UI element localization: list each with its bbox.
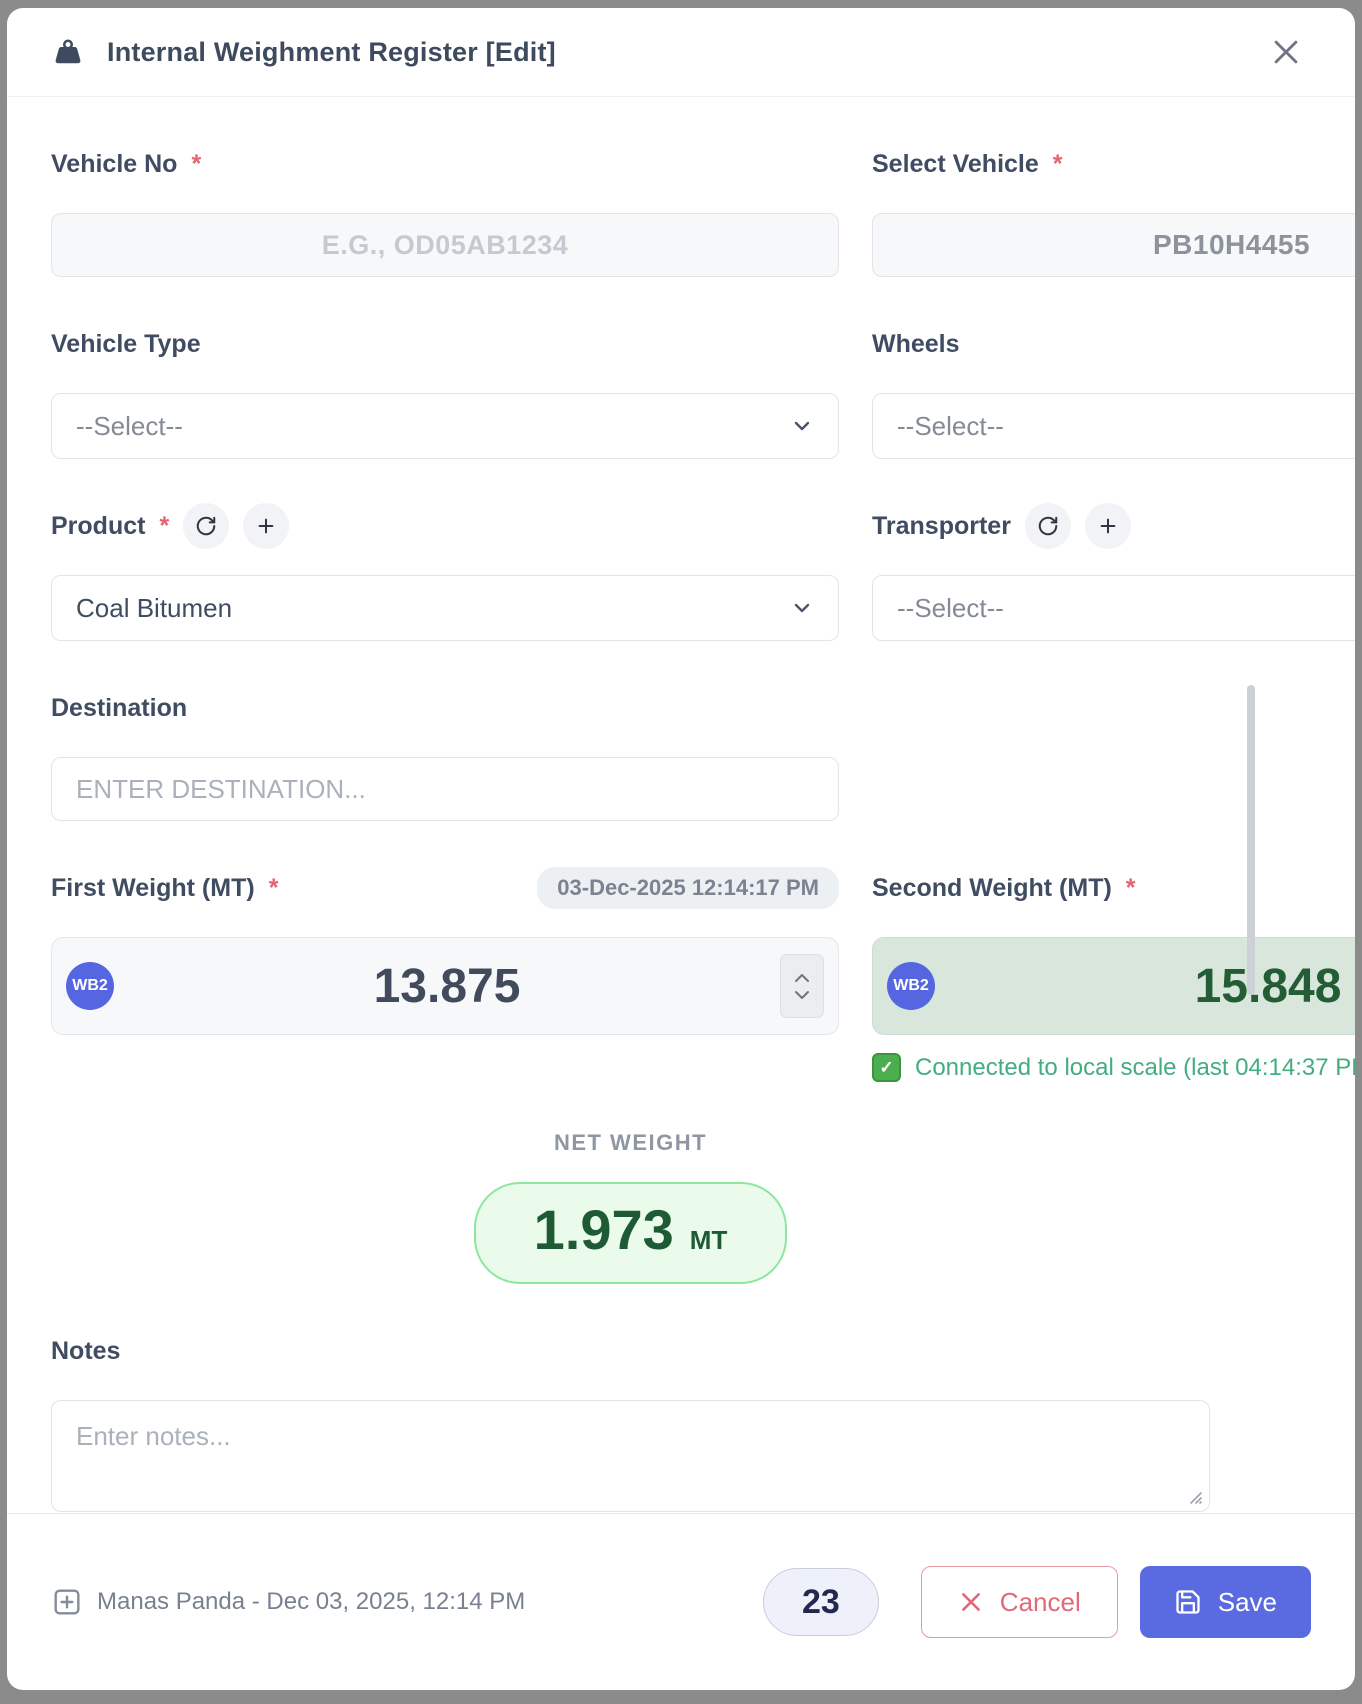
field-vehicle-no: Vehicle No * xyxy=(51,141,839,277)
notes-label: Notes xyxy=(51,1336,121,1365)
spacer xyxy=(872,685,1355,821)
second-weight-input[interactable] xyxy=(945,957,1355,1015)
field-select-vehicle: Select Vehicle * xyxy=(872,141,1355,277)
field-destination: Destination xyxy=(51,685,839,821)
chevron-down-icon xyxy=(790,414,814,438)
product-refresh-button[interactable] xyxy=(183,503,230,549)
vehicle-type-label: Vehicle Type xyxy=(51,329,201,358)
net-weight-section: NET WEIGHT 1.973 MT xyxy=(51,1130,1210,1284)
field-second-weight: Second Weight (MT) * WB2 ✓ Connected to … xyxy=(872,865,1355,1082)
transporter-refresh-button[interactable] xyxy=(1024,503,1071,549)
product-value: Coal Bitumen xyxy=(76,592,233,623)
select-vehicle-label: Select Vehicle xyxy=(872,149,1039,178)
vehicle-no-label: Vehicle No xyxy=(51,149,178,178)
save-button[interactable]: Save xyxy=(1139,1566,1311,1638)
close-icon xyxy=(1269,35,1303,69)
required-marker: * xyxy=(159,511,170,540)
transporter-add-button[interactable] xyxy=(1084,503,1131,549)
field-vehicle-type: Vehicle Type --Select-- xyxy=(51,321,839,459)
modal-footer: Manas Panda - Dec 03, 2025, 12:14 PM 23 … xyxy=(7,1513,1355,1690)
second-weight-field: WB2 xyxy=(872,937,1355,1035)
refresh-icon xyxy=(195,515,217,537)
scale-connection-status: ✓ Connected to local scale (last 04:14:3… xyxy=(872,1053,1355,1082)
wheels-select[interactable]: --Select-- xyxy=(872,393,1355,459)
net-weight-label: NET WEIGHT xyxy=(553,1130,708,1155)
plus-icon xyxy=(1097,515,1119,537)
required-marker: * xyxy=(1125,873,1136,902)
audit-info: Manas Panda - Dec 03, 2025, 12:14 PM xyxy=(51,1586,525,1618)
required-marker: * xyxy=(191,149,202,178)
vehicle-type-select[interactable]: --Select-- xyxy=(51,393,839,459)
notes-textarea[interactable] xyxy=(51,1400,1210,1512)
cancel-label: Cancel xyxy=(999,1586,1081,1617)
stepper-up-icon xyxy=(795,973,809,982)
first-weight-stepper[interactable] xyxy=(780,954,824,1018)
modal-body: Vehicle No * Select Vehicle * xyxy=(7,97,1355,1513)
scale-status-text: Connected to local scale (last 04:14:37 … xyxy=(915,1053,1355,1081)
field-notes: Notes xyxy=(51,1328,1210,1512)
weight-icon xyxy=(53,37,83,67)
field-wheels: Wheels --Select-- xyxy=(872,321,1355,459)
cancel-x-icon xyxy=(958,1589,984,1615)
wheels-value: --Select-- xyxy=(897,410,1004,441)
first-weight-label: First Weight (MT) xyxy=(51,873,255,902)
transporter-value: --Select-- xyxy=(897,592,1004,623)
net-weight-pill: 1.973 MT xyxy=(473,1182,788,1284)
refresh-icon xyxy=(1037,515,1059,537)
net-weight-unit: MT xyxy=(689,1225,728,1255)
cancel-button[interactable]: Cancel xyxy=(920,1566,1118,1638)
modal-header: Internal Weighment Register [Edit] xyxy=(7,8,1355,97)
save-label: Save xyxy=(1217,1586,1277,1617)
transporter-label: Transporter xyxy=(872,511,1011,540)
net-weight-value: 1.973 xyxy=(533,1198,674,1261)
second-weight-label: Second Weight (MT) xyxy=(872,873,1112,902)
field-product: Product * Coal Bitumen xyxy=(51,503,839,641)
product-select[interactable]: Coal Bitumen xyxy=(51,575,839,641)
first-weight-input[interactable] xyxy=(124,957,770,1015)
record-count-badge: 23 xyxy=(762,1568,879,1636)
plus-square-icon xyxy=(51,1586,83,1618)
check-icon: ✓ xyxy=(872,1053,901,1082)
vehicle-type-value: --Select-- xyxy=(76,410,183,441)
first-weight-timestamp: 03-Dec-2025 12:14:17 PM xyxy=(537,867,839,909)
required-marker: * xyxy=(268,873,279,902)
audit-text: Manas Panda - Dec 03, 2025, 12:14 PM xyxy=(97,1588,526,1615)
product-add-button[interactable] xyxy=(243,503,290,549)
required-marker: * xyxy=(1052,149,1063,178)
first-weight-field: WB2 xyxy=(51,937,839,1035)
stepper-down-icon xyxy=(795,990,809,999)
save-floppy-icon xyxy=(1174,1588,1202,1616)
weighbridge-badge: WB2 xyxy=(887,962,935,1010)
transporter-select[interactable]: --Select-- xyxy=(872,575,1355,641)
weighbridge-badge: WB2 xyxy=(66,962,114,1010)
destination-label: Destination xyxy=(51,693,188,722)
field-transporter: Transporter --Select-- xyxy=(872,503,1355,641)
product-label: Product xyxy=(51,511,146,540)
plus-icon xyxy=(255,515,277,537)
scrollbar-thumb[interactable] xyxy=(1247,685,1255,995)
chevron-down-icon xyxy=(790,596,814,620)
wheels-label: Wheels xyxy=(872,329,960,358)
vehicle-no-input[interactable] xyxy=(51,213,839,277)
weighment-register-modal: Internal Weighment Register [Edit] Vehic… xyxy=(7,8,1355,1690)
select-vehicle-input[interactable] xyxy=(872,213,1355,277)
destination-input[interactable] xyxy=(51,757,839,821)
close-button[interactable] xyxy=(1263,29,1309,75)
field-first-weight: First Weight (MT) * 03-Dec-2025 12:14:17… xyxy=(51,865,839,1082)
modal-title: Internal Weighment Register [Edit] xyxy=(107,36,556,67)
